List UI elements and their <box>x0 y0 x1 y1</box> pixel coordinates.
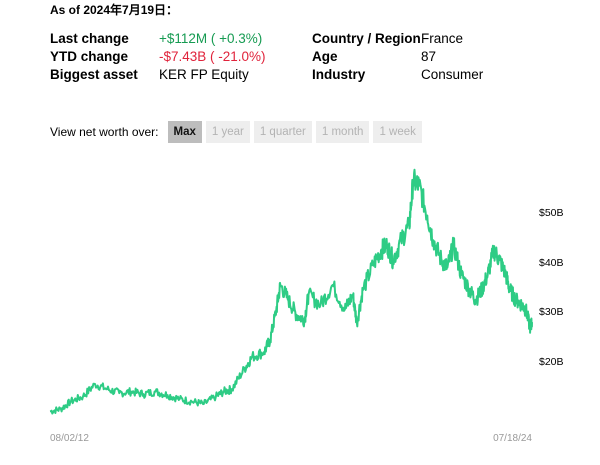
y-tick-label: $30B <box>539 306 564 318</box>
range-1-year-button[interactable]: 1 year <box>205 121 250 143</box>
industry-label: Industry <box>312 67 366 82</box>
country-label: Country / Region <box>312 31 421 46</box>
y-tick-label: $20B <box>539 356 564 368</box>
range-max-button[interactable]: Max <box>167 121 202 143</box>
range-selector: View net worth over: Max 1 year 1 quarte… <box>50 121 426 143</box>
as-of-date: As of 2024年7月19日： <box>50 3 179 17</box>
y-tick-label: $50B <box>539 207 564 219</box>
range-1-quarter-button[interactable]: 1 quarter <box>253 121 312 143</box>
last-change-value: +$112M ( +0.3%) <box>159 31 263 46</box>
biggest-asset-label: Biggest asset <box>50 67 138 82</box>
ytd-change-value: -$7.43B ( -21.0%) <box>159 49 266 64</box>
x-start-date-label: 08/02/12 <box>50 433 89 444</box>
series-line-net-worth <box>49 168 533 415</box>
range-1-week-button[interactable]: 1 week <box>373 121 422 143</box>
range-label: View net worth over: <box>50 125 159 139</box>
age-value: 87 <box>421 49 437 64</box>
last-change-label: Last change <box>50 31 129 46</box>
range-1-month-button[interactable]: 1 month <box>315 121 370 143</box>
age-label: Age <box>312 49 338 64</box>
country-value: France <box>421 31 464 46</box>
x-end-date-label: 07/18/24 <box>493 433 532 444</box>
ytd-change-label: YTD change <box>50 49 129 64</box>
industry-value: Consumer <box>421 67 484 82</box>
y-tick-label: $40B <box>539 257 564 269</box>
biggest-asset-value: KER FP Equity <box>159 67 249 82</box>
